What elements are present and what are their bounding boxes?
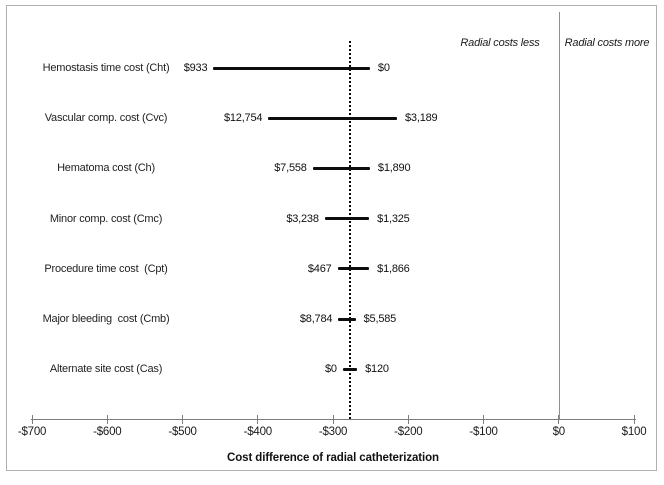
x-axis-line [31, 419, 637, 420]
high-value-label: $1,866 [377, 262, 410, 275]
category-label: Vascular comp. cost (Cvc) [44, 112, 168, 125]
x-tick-label: -$500 [168, 426, 197, 438]
x-tick-label: -$100 [469, 426, 498, 438]
tornado-bar [337, 267, 370, 271]
base-case-line [349, 41, 352, 419]
low-value-label: $7,558 [274, 162, 307, 175]
tornado-bar [213, 66, 370, 70]
tornado-bar [268, 116, 397, 120]
low-value-label: $933 [183, 62, 208, 74]
x-tick-label: -$300 [318, 426, 348, 438]
high-value-label: $0 [377, 62, 390, 74]
category-label: Hemostasis time cost (Cht) [42, 62, 170, 74]
chart-border [6, 5, 657, 471]
high-value-label: $1,890 [377, 162, 411, 175]
x-tick-label: -$400 [243, 426, 273, 438]
category-label: Hematoma cost (Ch) [57, 162, 155, 175]
low-value-label: $0 [324, 363, 337, 376]
x-tick-label: -$200 [394, 426, 423, 438]
annotation-radial-costs-more: Radial costs more [564, 37, 650, 49]
category-label: Minor comp. cost (Cmc) [49, 212, 163, 225]
low-value-label: $8,784 [299, 313, 333, 325]
x-tick-label: $100 [621, 426, 647, 438]
category-label: Alternate site cost (Cas) [49, 363, 163, 376]
x-axis-title: Cost difference of radial catheterizatio… [227, 452, 439, 464]
x-tick-label: -$700 [17, 426, 47, 438]
category-label: Procedure time cost (Cpt) [44, 262, 168, 275]
tornado-bar [324, 217, 370, 221]
low-value-label: $467 [307, 262, 332, 275]
tornado-bar [338, 317, 356, 321]
tornado-bar [342, 367, 358, 371]
x-tick-label: $0 [552, 426, 566, 438]
low-value-label: $12,754 [223, 112, 263, 125]
low-value-label: $3,238 [286, 212, 319, 225]
high-value-label: $120 [365, 363, 389, 376]
zero-line [558, 12, 560, 419]
high-value-label: $5,585 [363, 313, 397, 325]
x-tick-label: -$600 [93, 426, 122, 438]
annotation-radial-costs-less: Radial costs less [460, 37, 540, 49]
high-value-label: $3,189 [405, 112, 438, 125]
category-label: Major bleeding cost (Cmb) [42, 313, 170, 325]
tornado-bar [312, 166, 370, 170]
high-value-label: $1,325 [377, 212, 410, 225]
